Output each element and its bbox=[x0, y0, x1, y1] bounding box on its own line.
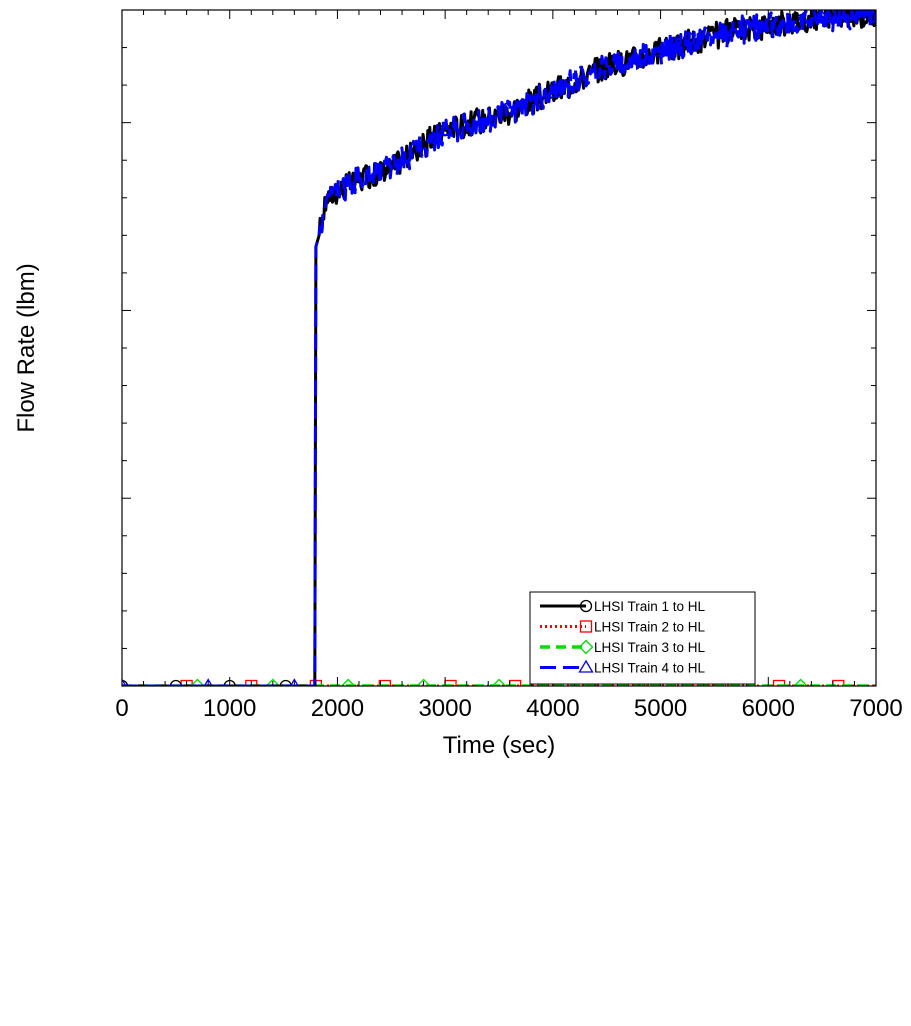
data-marker bbox=[265, 678, 281, 686]
x-tick-labels: 0 1000 2000 3000 4000 5000 6000 7000 bbox=[115, 695, 902, 722]
data-marker bbox=[793, 678, 809, 686]
legend-label: LHSI Train 1 to HL bbox=[594, 599, 706, 614]
data-marker bbox=[203, 678, 213, 686]
data-marker bbox=[832, 679, 845, 686]
series-line-4 bbox=[122, 10, 876, 686]
legend-label: LHSI Train 2 to HL bbox=[594, 620, 706, 635]
data-marker bbox=[378, 679, 391, 686]
x-tick-label: 0 bbox=[115, 695, 128, 722]
data-marker bbox=[814, 10, 830, 23]
x-tick-label: 7000 bbox=[849, 695, 902, 722]
data-marker bbox=[772, 679, 786, 686]
legend-label: LHSI Train 4 to HL bbox=[594, 661, 706, 676]
x-tick-label: 4000 bbox=[526, 695, 579, 722]
data-marker bbox=[169, 679, 183, 686]
data-marker bbox=[491, 678, 507, 686]
data-marker bbox=[652, 43, 669, 57]
y-axis-title: Flow Rate (lbm) bbox=[13, 263, 40, 432]
data-marker bbox=[279, 679, 292, 686]
x-tick-label: 2000 bbox=[311, 695, 364, 722]
data-marker bbox=[717, 26, 733, 40]
data-marker bbox=[509, 679, 522, 686]
data-marker bbox=[545, 84, 561, 98]
data-marker bbox=[578, 639, 594, 655]
x-tick-label: 5000 bbox=[634, 695, 687, 722]
legend-label: LHSI Train 3 to HL bbox=[594, 640, 706, 655]
data-marker bbox=[340, 678, 356, 686]
x-axis-title: Time (sec) bbox=[443, 732, 555, 759]
data-marker bbox=[579, 599, 593, 613]
data-marker bbox=[289, 678, 299, 686]
x-tick-label: 6000 bbox=[742, 695, 795, 722]
data-marker bbox=[189, 678, 205, 686]
data-marker bbox=[579, 620, 593, 633]
data-marker bbox=[578, 659, 594, 673]
data-marker bbox=[245, 679, 258, 686]
x-tick-label: 3000 bbox=[418, 695, 471, 722]
series-layer bbox=[122, 10, 876, 686]
data-marker bbox=[416, 678, 432, 686]
data-marker bbox=[437, 122, 453, 136]
series-line-1 bbox=[122, 10, 876, 686]
x-tick-label: 1000 bbox=[203, 695, 256, 722]
data-marker bbox=[444, 679, 457, 686]
data-marker bbox=[122, 678, 127, 686]
legend: LHSI Train 1 to HL LHSI Train 2 to HL LHSI… bbox=[529, 591, 756, 685]
axis-ticks bbox=[121, 9, 877, 687]
data-marker bbox=[180, 679, 193, 686]
